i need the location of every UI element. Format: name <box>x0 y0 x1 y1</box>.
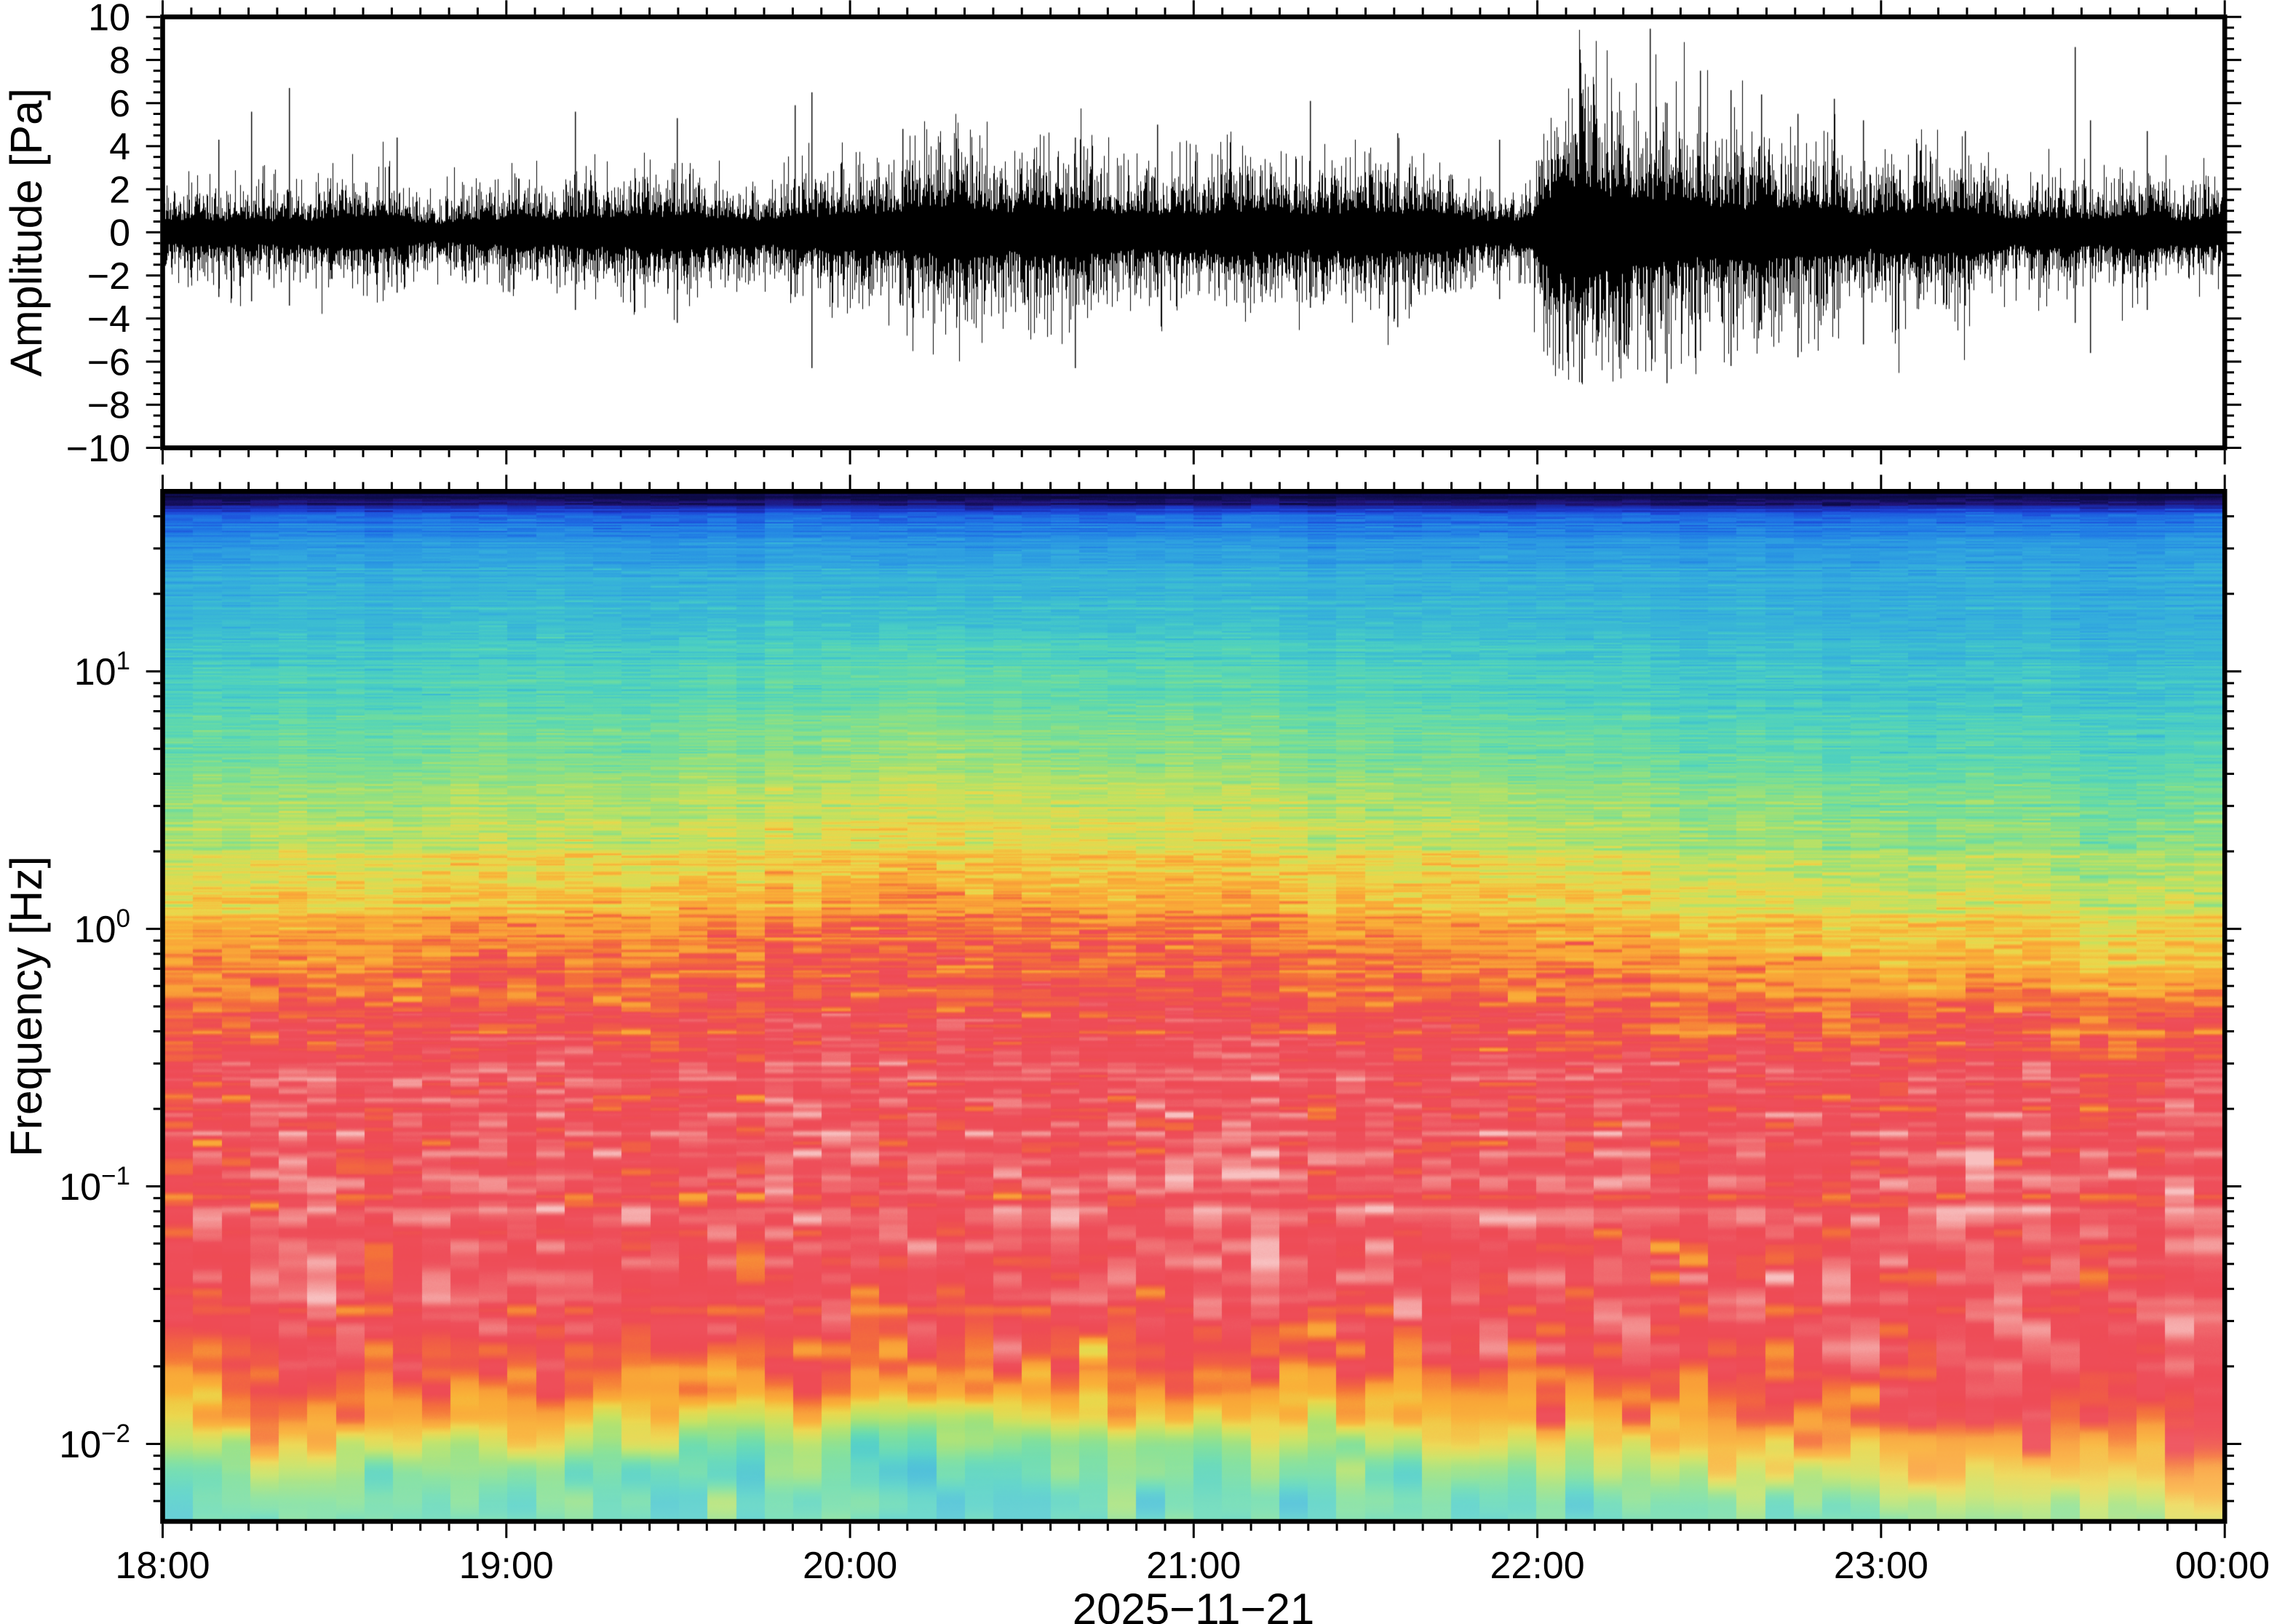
svg-text:19:00: 19:00 <box>459 1545 554 1587</box>
svg-text:18:00: 18:00 <box>115 1545 210 1587</box>
svg-text:−2: −2 <box>87 255 130 298</box>
svg-text:10: 10 <box>88 0 130 39</box>
svg-text:10−1: 10−1 <box>59 1162 130 1209</box>
svg-text:−10: −10 <box>66 428 130 470</box>
svg-text:Amplitude [Pa]: Amplitude [Pa] <box>1 88 51 377</box>
svg-text:Frequency [Hz]: Frequency [Hz] <box>1 856 51 1157</box>
svg-text:2: 2 <box>109 169 130 211</box>
svg-text:−6: −6 <box>87 341 130 383</box>
svg-text:2025−11−21: 2025−11−21 <box>1073 1585 1315 1624</box>
svg-text:8: 8 <box>109 40 130 82</box>
svg-text:6: 6 <box>109 83 130 125</box>
svg-text:−4: −4 <box>87 298 130 341</box>
svg-text:21:00: 21:00 <box>1146 1545 1241 1587</box>
svg-text:4: 4 <box>109 126 130 168</box>
svg-text:22:00: 22:00 <box>1490 1545 1585 1587</box>
svg-text:0: 0 <box>109 212 130 255</box>
svg-text:20:00: 20:00 <box>803 1545 897 1587</box>
svg-text:101: 101 <box>74 647 130 693</box>
svg-text:23:00: 23:00 <box>1834 1545 1928 1587</box>
svg-text:00:00: 00:00 <box>2175 1545 2269 1587</box>
svg-text:−8: −8 <box>87 385 130 427</box>
svg-text:100: 100 <box>74 904 130 951</box>
svg-text:10−2: 10−2 <box>59 1420 130 1466</box>
